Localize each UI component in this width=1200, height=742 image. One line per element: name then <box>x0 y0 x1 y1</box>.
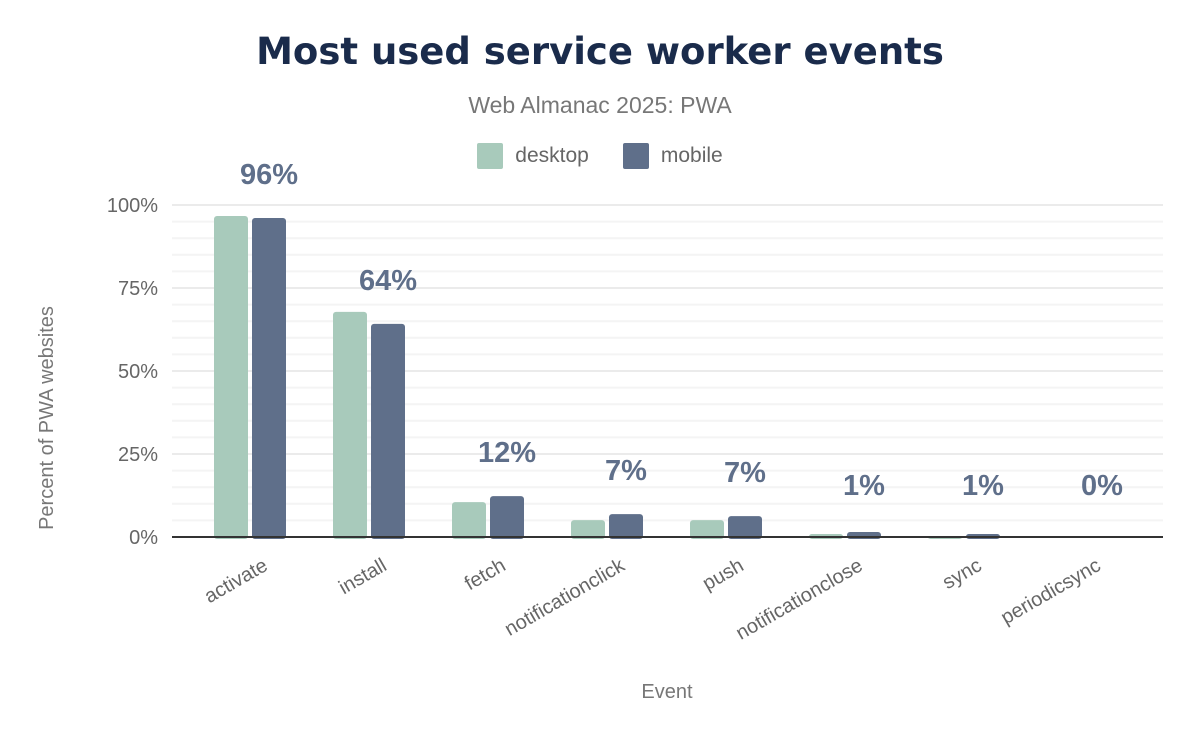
legend-swatch-desktop <box>477 143 504 169</box>
y-tick-label: 75% <box>118 278 158 300</box>
bar-desktop-install <box>333 311 367 539</box>
bar-mobile-fetch <box>490 496 524 539</box>
x-tick-label: sync <box>939 554 986 594</box>
y-tick-label: 100% <box>107 195 158 217</box>
bar-mobile-push <box>728 516 762 539</box>
data-label-activate: 96% <box>240 159 298 191</box>
bar-desktop-push <box>690 520 724 539</box>
legend-label-desktop: desktop <box>515 144 589 167</box>
chart-title: Most used service worker events <box>256 30 944 73</box>
bar-mobile-activate <box>252 217 286 539</box>
y-tick-label: 25% <box>118 444 158 466</box>
bar-desktop-fetch <box>452 502 486 539</box>
y-axis-title: Percent of PWA websites <box>36 306 58 530</box>
x-tick-label: activate <box>201 554 272 608</box>
bar-mobile-notificationclick <box>609 514 643 539</box>
data-label-install: 64% <box>359 265 417 297</box>
bar-desktop-notificationclick <box>571 520 605 539</box>
x-tick-label: notificationclose <box>732 554 866 644</box>
data-label-notificationclose: 1% <box>843 470 885 502</box>
legend-item-desktop[interactable]: desktop <box>477 143 589 169</box>
x-tick-label: install <box>335 554 390 599</box>
x-tick-label: periodicsync <box>997 554 1104 629</box>
legend-label-mobile: mobile <box>660 144 723 167</box>
chart-subtitle: Web Almanac 2025: PWA <box>468 92 732 118</box>
y-tick-label: 50% <box>118 361 158 383</box>
data-label-periodicsync: 0% <box>1081 470 1123 502</box>
x-tick-label: fetch <box>461 554 510 595</box>
bar-desktop-activate <box>214 215 248 539</box>
x-tick-label: push <box>699 554 748 595</box>
legend-item-mobile[interactable]: mobile <box>622 143 723 169</box>
y-tick-label: 0% <box>129 527 158 549</box>
x-axis-title: Event <box>641 681 693 703</box>
data-label-fetch: 12% <box>478 437 536 469</box>
data-label-push: 7% <box>724 457 766 489</box>
x-tick-label: notificationclick <box>501 554 629 641</box>
data-label-sync: 1% <box>962 470 1004 502</box>
legend-swatch-mobile <box>622 143 649 169</box>
bar-mobile-install <box>371 323 405 539</box>
legend: desktop mobile <box>0 143 1200 169</box>
data-label-notificationclick: 7% <box>605 455 647 487</box>
